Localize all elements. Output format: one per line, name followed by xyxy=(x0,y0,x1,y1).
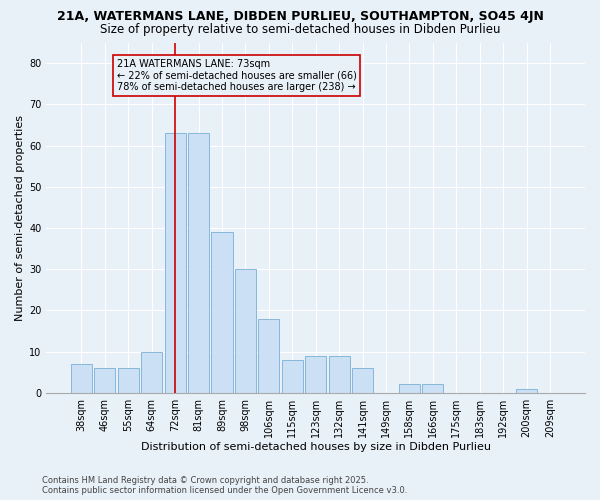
Bar xyxy=(235,269,256,392)
Bar xyxy=(94,368,115,392)
Bar xyxy=(352,368,373,392)
Bar xyxy=(259,318,280,392)
Text: 21A, WATERMANS LANE, DIBDEN PURLIEU, SOUTHAMPTON, SO45 4JN: 21A, WATERMANS LANE, DIBDEN PURLIEU, SOU… xyxy=(56,10,544,23)
Bar xyxy=(141,352,162,393)
Bar xyxy=(118,368,139,392)
Bar xyxy=(188,133,209,392)
Bar xyxy=(71,364,92,392)
Text: Size of property relative to semi-detached houses in Dibden Purlieu: Size of property relative to semi-detach… xyxy=(100,22,500,36)
Bar xyxy=(164,133,185,392)
Bar xyxy=(305,356,326,393)
X-axis label: Distribution of semi-detached houses by size in Dibden Purlieu: Distribution of semi-detached houses by … xyxy=(141,442,491,452)
Bar xyxy=(282,360,303,392)
Text: 21A WATERMANS LANE: 73sqm
← 22% of semi-detached houses are smaller (66)
78% of : 21A WATERMANS LANE: 73sqm ← 22% of semi-… xyxy=(116,59,356,92)
Text: Contains HM Land Registry data © Crown copyright and database right 2025.
Contai: Contains HM Land Registry data © Crown c… xyxy=(42,476,407,495)
Bar xyxy=(329,356,350,393)
Bar xyxy=(422,384,443,392)
Bar xyxy=(399,384,420,392)
Bar xyxy=(211,232,233,392)
Y-axis label: Number of semi-detached properties: Number of semi-detached properties xyxy=(15,114,25,320)
Bar xyxy=(516,388,537,392)
